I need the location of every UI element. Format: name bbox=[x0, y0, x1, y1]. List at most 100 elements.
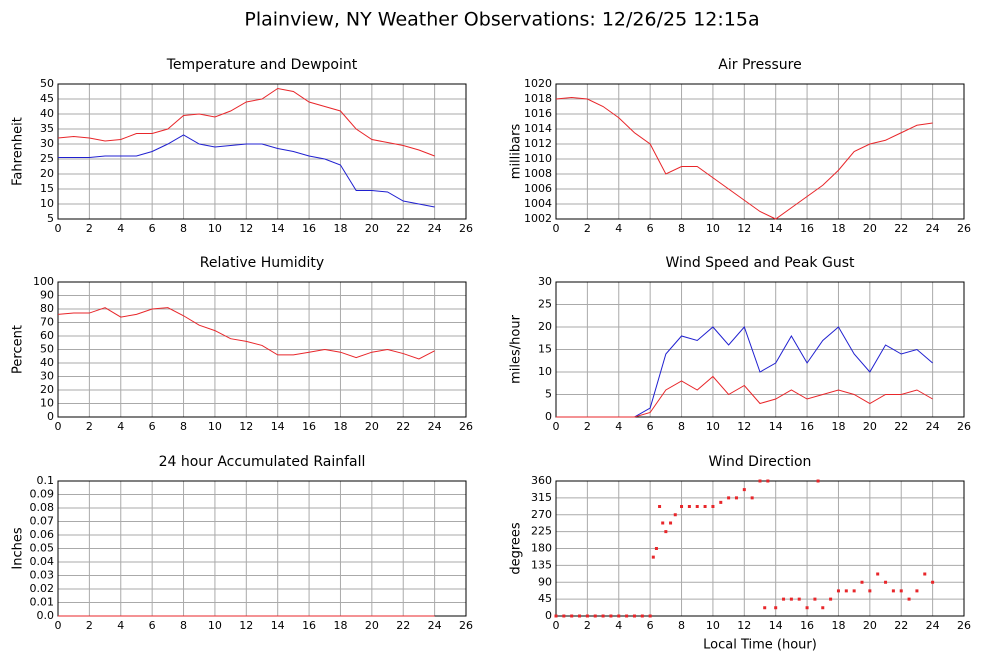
x-tick-label: 12 bbox=[737, 222, 751, 235]
y-axis-label: Inches bbox=[11, 527, 26, 569]
x-tick-label: 22 bbox=[894, 222, 908, 235]
y-tick-label: 100 bbox=[33, 275, 54, 288]
y-axis-label: millibars bbox=[509, 124, 524, 180]
x-tick-label: 0 bbox=[55, 420, 62, 433]
plot-area bbox=[58, 84, 466, 219]
y-tick-label: 35 bbox=[40, 122, 54, 135]
x-tick-label: 14 bbox=[271, 222, 285, 235]
y-tick-label: 10 bbox=[538, 365, 552, 378]
y-tick-label: 80 bbox=[40, 302, 54, 315]
x-tick-label: 10 bbox=[706, 619, 720, 632]
x-tick-label: 20 bbox=[365, 420, 379, 433]
scatter-point bbox=[766, 479, 770, 483]
y-tick-label: 0 bbox=[545, 609, 552, 622]
scatter-point bbox=[774, 606, 778, 610]
y-tick-label: 1014 bbox=[524, 122, 552, 135]
scatter-point bbox=[585, 614, 589, 618]
y-tick-label: 225 bbox=[531, 525, 552, 538]
scatter-point bbox=[654, 547, 658, 550]
scatter-point bbox=[852, 589, 856, 593]
y-tick-label: 1018 bbox=[524, 92, 552, 105]
y-tick-label: 180 bbox=[531, 542, 552, 555]
y-tick-label: 0 bbox=[545, 410, 552, 423]
y-tick-label: 30 bbox=[538, 275, 552, 288]
x-tick-label: 6 bbox=[647, 619, 654, 632]
x-tick-label: 12 bbox=[239, 222, 253, 235]
x-tick-label: 2 bbox=[86, 619, 93, 632]
x-tick-label: 14 bbox=[769, 420, 783, 433]
y-tick-label: 50 bbox=[40, 343, 54, 356]
y-tick-label: 20 bbox=[538, 320, 552, 333]
x-tick-label: 16 bbox=[800, 619, 814, 632]
x-tick-label: 14 bbox=[769, 222, 783, 235]
scatter-point bbox=[836, 589, 840, 593]
x-tick-label: 2 bbox=[86, 420, 93, 433]
x-tick-label: 0 bbox=[553, 619, 560, 632]
x-tick-label: 26 bbox=[957, 222, 971, 235]
scatter-point bbox=[758, 479, 762, 483]
x-tick-label: 26 bbox=[459, 420, 473, 433]
y-tick-label: 1004 bbox=[524, 197, 552, 210]
x-tick-label: 6 bbox=[647, 420, 654, 433]
y-tick-label: 25 bbox=[40, 152, 54, 165]
x-tick-label: 4 bbox=[615, 222, 622, 235]
scatter-point bbox=[915, 589, 919, 593]
plot-frame bbox=[57, 83, 467, 220]
y-tick-label: 50 bbox=[40, 77, 54, 90]
scatter-point bbox=[816, 479, 820, 483]
x-tick-label: 4 bbox=[615, 619, 622, 632]
x-tick-label: 22 bbox=[396, 222, 410, 235]
x-tick-label: 4 bbox=[117, 420, 124, 433]
x-tick-label: 4 bbox=[615, 420, 622, 433]
y-tick-label: 45 bbox=[40, 92, 54, 105]
y-axis-label: Percent bbox=[11, 325, 26, 374]
x-tick-label: 14 bbox=[769, 619, 783, 632]
x-tick-label: 18 bbox=[831, 222, 845, 235]
scatter-point bbox=[640, 614, 644, 618]
y-tick-label: 0.08 bbox=[30, 501, 55, 514]
scatter-point bbox=[554, 614, 558, 618]
scatter-point bbox=[617, 614, 621, 618]
scatter-point bbox=[632, 614, 636, 618]
scatter-point bbox=[703, 505, 707, 508]
series-line bbox=[556, 375, 933, 418]
scatter-point bbox=[669, 521, 673, 525]
scatter-point bbox=[601, 614, 605, 618]
x-tick-label: 14 bbox=[271, 420, 285, 433]
scatter-point bbox=[695, 505, 699, 508]
x-tick-label: 8 bbox=[180, 619, 187, 632]
x-tick-label: 8 bbox=[678, 420, 685, 433]
y-tick-label: 0.01 bbox=[30, 596, 55, 609]
scatter-point bbox=[658, 505, 662, 508]
scatter-point bbox=[899, 589, 903, 593]
y-tick-label: 0.07 bbox=[30, 515, 55, 528]
y-tick-label: 1016 bbox=[524, 107, 552, 120]
scatter-point bbox=[562, 614, 566, 618]
y-tick-label: 20 bbox=[40, 167, 54, 180]
x-tick-label: 10 bbox=[208, 619, 222, 632]
y-tick-label: 70 bbox=[40, 316, 54, 329]
x-tick-label: 8 bbox=[678, 619, 685, 632]
y-tick-label: 1002 bbox=[524, 212, 552, 225]
x-tick-label: 24 bbox=[428, 619, 442, 632]
y-tick-label: 40 bbox=[40, 107, 54, 120]
chart-title: Wind Speed and Peak Gust bbox=[666, 255, 855, 271]
scatter-point bbox=[813, 597, 817, 601]
y-tick-label: 45 bbox=[538, 592, 552, 605]
y-tick-label: 0.1 bbox=[37, 474, 55, 487]
x-tick-label: 20 bbox=[863, 420, 877, 433]
y-tick-label: 20 bbox=[40, 383, 54, 396]
y-tick-label: 1012 bbox=[524, 137, 552, 150]
x-tick-label: 24 bbox=[926, 420, 940, 433]
x-tick-label: 24 bbox=[428, 420, 442, 433]
y-tick-label: 10 bbox=[40, 397, 54, 410]
x-tick-label: 2 bbox=[584, 222, 591, 235]
scatter-point bbox=[742, 488, 746, 492]
scatter-point bbox=[797, 597, 801, 601]
x-tick-label: 24 bbox=[428, 222, 442, 235]
y-tick-label: 40 bbox=[40, 356, 54, 369]
x-tick-label: 12 bbox=[239, 619, 253, 632]
y-tick-label: 0.02 bbox=[30, 582, 55, 595]
x-tick-label: 26 bbox=[957, 420, 971, 433]
y-tick-label: 315 bbox=[531, 491, 552, 504]
